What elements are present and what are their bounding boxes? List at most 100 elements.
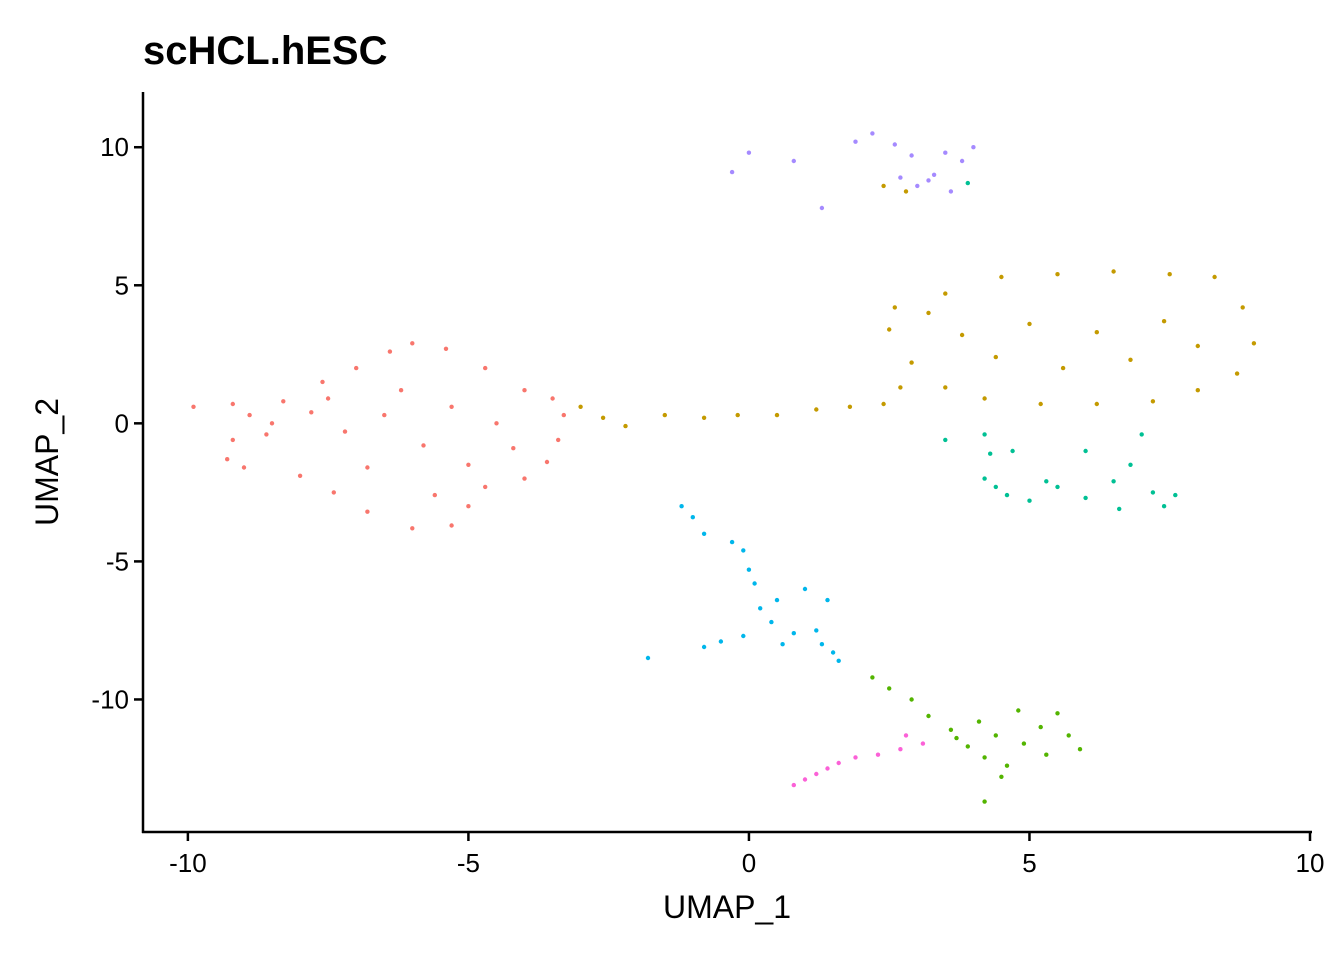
- data-point: [948, 727, 954, 732]
- data-point: [999, 274, 1004, 280]
- data-point: [1161, 504, 1167, 509]
- data-point: [1027, 498, 1032, 503]
- data-point: [887, 686, 892, 691]
- data-point: [819, 642, 825, 647]
- data-point: [982, 799, 987, 804]
- data-point: [679, 504, 684, 509]
- data-point: [1044, 479, 1049, 484]
- data-point: [1066, 733, 1071, 738]
- data-point: [926, 178, 931, 183]
- data-point: [769, 619, 774, 625]
- data-point: [898, 385, 903, 390]
- data-point: [718, 639, 724, 644]
- data-point: [746, 150, 752, 155]
- data-point: [1055, 484, 1060, 490]
- data-point: [780, 642, 785, 647]
- data-point: [1128, 462, 1133, 467]
- data-point: [729, 169, 735, 175]
- data-point: [325, 396, 331, 401]
- data-point: [881, 183, 886, 189]
- data-point: [410, 341, 415, 346]
- data-point: [993, 484, 998, 490]
- data-point: [410, 526, 415, 531]
- data-point: [1195, 388, 1201, 393]
- data-point: [1094, 330, 1100, 335]
- data-point: [1111, 269, 1116, 274]
- x-tick-label: 10: [1296, 848, 1325, 878]
- data-point: [449, 404, 454, 409]
- data-point: [297, 473, 303, 478]
- data-point: [1004, 492, 1010, 498]
- data-point: [483, 365, 488, 371]
- data-point: [909, 360, 914, 365]
- data-point: [819, 205, 825, 211]
- data-point: [915, 183, 920, 189]
- points-layer: [191, 131, 1257, 804]
- data-point: [1060, 365, 1066, 371]
- data-point: [191, 404, 196, 409]
- data-point: [690, 515, 695, 520]
- data-point: [853, 755, 858, 760]
- data-point: [898, 175, 903, 180]
- data-point: [988, 451, 993, 456]
- data-point: [1195, 343, 1201, 349]
- data-point: [965, 180, 970, 186]
- data-point: [281, 399, 286, 404]
- data-point: [320, 379, 325, 385]
- data-point: [791, 782, 796, 788]
- data-point: [662, 412, 667, 418]
- data-point: [926, 310, 931, 316]
- data-point: [909, 153, 914, 158]
- data-point: [1234, 371, 1240, 376]
- x-tick-label: -10: [169, 848, 207, 878]
- data-point: [1117, 506, 1122, 512]
- data-point: [387, 349, 393, 354]
- data-point: [825, 597, 830, 603]
- data-point: [331, 490, 336, 495]
- data-point: [830, 650, 836, 655]
- data-point: [1111, 479, 1116, 484]
- data-point: [853, 139, 858, 144]
- data-point: [887, 327, 892, 332]
- data-point: [701, 531, 707, 536]
- data-point: [954, 735, 959, 741]
- data-point: [881, 401, 886, 407]
- cluster-series-5: [729, 131, 976, 211]
- data-point: [432, 492, 437, 498]
- data-point: [522, 476, 527, 481]
- data-point: [802, 586, 808, 592]
- data-point: [903, 733, 909, 738]
- data-point: [578, 404, 583, 409]
- data-point: [943, 291, 948, 296]
- data-point: [892, 142, 897, 147]
- data-point: [247, 412, 252, 418]
- chart-title: scHCL.hESC: [143, 29, 388, 73]
- data-point: [814, 628, 819, 633]
- data-point: [965, 744, 970, 749]
- data-point: [903, 189, 909, 194]
- cluster-series-3: [870, 675, 1083, 804]
- data-point: [741, 633, 746, 639]
- data-point: [1240, 305, 1245, 310]
- data-point: [511, 446, 516, 451]
- data-point: [342, 429, 348, 434]
- data-point: [1094, 401, 1100, 407]
- data-point: [870, 131, 875, 136]
- data-point: [1027, 321, 1032, 327]
- y-tick-label: 10: [100, 132, 129, 162]
- data-point: [758, 606, 763, 611]
- y-tick-label: -5: [106, 546, 129, 576]
- data-point: [398, 388, 404, 393]
- data-point: [999, 774, 1004, 779]
- data-point: [1167, 272, 1172, 277]
- data-point: [982, 396, 987, 401]
- data-point: [836, 658, 841, 663]
- data-point: [645, 655, 651, 661]
- data-point: [483, 484, 488, 490]
- x-axis-title: UMAP_1: [663, 889, 791, 925]
- data-point: [421, 443, 426, 448]
- data-point: [1150, 490, 1156, 495]
- data-point: [1251, 341, 1257, 346]
- data-point: [600, 415, 606, 420]
- data-point: [836, 760, 841, 766]
